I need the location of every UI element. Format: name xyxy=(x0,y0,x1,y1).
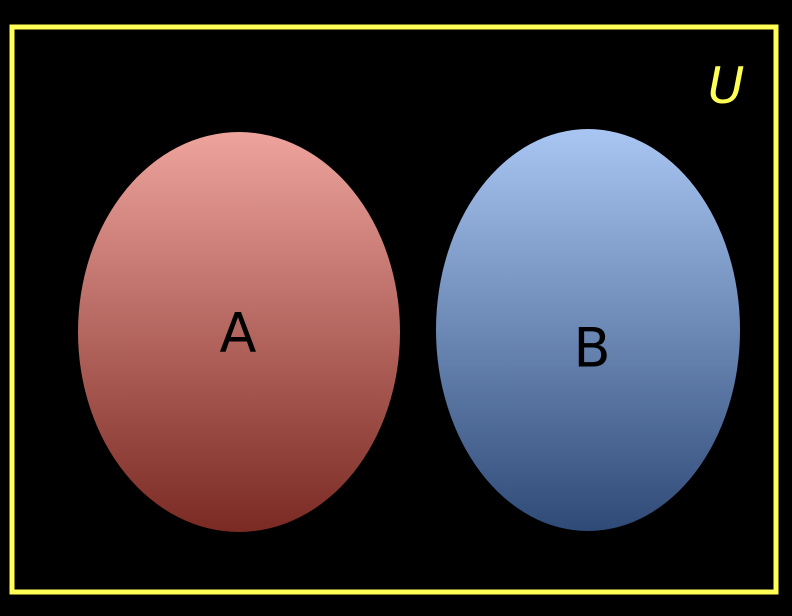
universe-label: U xyxy=(708,57,745,115)
set-a-label: A xyxy=(220,302,257,365)
universe-border xyxy=(9,24,779,595)
set-a-ellipse xyxy=(78,132,400,532)
set-b-label: B xyxy=(573,317,610,380)
set-b-ellipse xyxy=(436,129,740,531)
